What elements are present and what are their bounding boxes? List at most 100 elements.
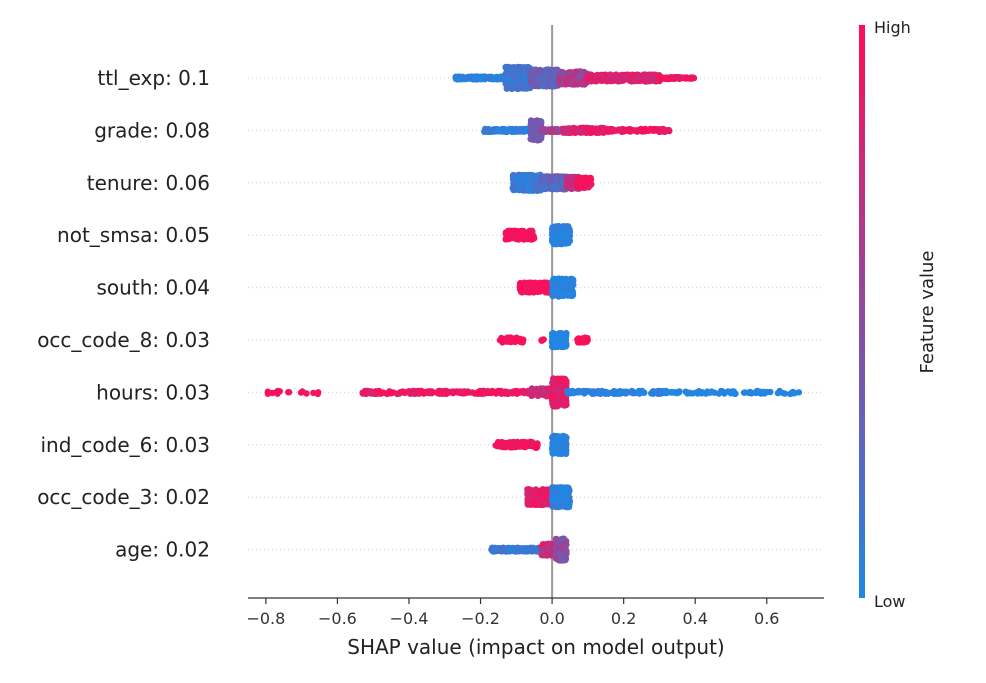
- shap-point: [558, 71, 564, 77]
- shap-point: [539, 337, 545, 343]
- shap-point: [617, 127, 623, 133]
- shap-point: [658, 75, 664, 81]
- shap-point: [540, 83, 546, 89]
- shap-point: [531, 81, 537, 87]
- shap-point: [541, 184, 547, 190]
- shap-point: [559, 290, 565, 296]
- shap-point: [486, 390, 492, 396]
- shap-point: [552, 230, 558, 236]
- shap-point: [627, 126, 633, 132]
- shap-point: [515, 231, 521, 237]
- shap-point: [303, 390, 309, 396]
- shap-point: [796, 389, 802, 395]
- shap-point: [390, 389, 396, 395]
- shap-point: [561, 285, 567, 291]
- shap-point: [453, 388, 459, 394]
- shap-point: [552, 276, 558, 282]
- shap-point: [426, 390, 432, 396]
- shap-point: [605, 390, 611, 396]
- shap-point: [265, 389, 271, 395]
- shap-point: [528, 70, 534, 76]
- shap-point: [380, 390, 386, 396]
- shap-point: [520, 337, 526, 343]
- shap-point: [542, 287, 548, 293]
- shap-point: [507, 336, 513, 342]
- shap-point: [698, 390, 704, 396]
- shap-point: [569, 77, 575, 83]
- shap-point: [648, 76, 654, 82]
- shap-point: [484, 128, 490, 134]
- row-guides: [248, 78, 824, 550]
- shap-point: [546, 80, 552, 86]
- shap-point: [515, 127, 521, 133]
- shap-point: [663, 127, 669, 133]
- shap-point: [412, 391, 418, 397]
- shap-point: [512, 85, 518, 91]
- shap-point: [552, 238, 558, 244]
- shap-point: [641, 77, 647, 83]
- shap-point: [611, 388, 617, 394]
- shap-point: [521, 172, 527, 178]
- shap-point: [520, 187, 526, 193]
- shap-point: [535, 68, 541, 74]
- shap-point: [563, 237, 569, 243]
- shap-point: [491, 76, 497, 82]
- shap-point: [761, 389, 767, 395]
- shap-point: [731, 388, 737, 394]
- shap-point: [406, 388, 412, 394]
- shap-point: [542, 69, 548, 75]
- shap-point: [668, 389, 674, 395]
- shap-point: [600, 75, 606, 81]
- shap-point: [578, 176, 584, 182]
- shap-point: [565, 391, 571, 397]
- shap-point: [529, 390, 535, 396]
- shap-point: [642, 126, 648, 132]
- shap-point: [634, 390, 640, 396]
- shap-point: [554, 186, 560, 192]
- shap-point: [593, 73, 599, 79]
- shap-point: [608, 128, 614, 134]
- shap-point: [748, 389, 754, 395]
- shap-point: [531, 133, 537, 139]
- shap-point: [613, 76, 619, 82]
- shap-point: [535, 75, 541, 81]
- shap-point: [541, 126, 547, 132]
- shap-point: [607, 72, 613, 78]
- shap-point: [508, 232, 514, 238]
- shap-point: [595, 126, 601, 132]
- shap-point: [656, 389, 662, 395]
- shap-point: [471, 75, 477, 81]
- shap-point: [509, 126, 515, 132]
- shap-point: [529, 229, 535, 235]
- shap-point: [580, 183, 586, 189]
- shap-point: [523, 280, 529, 286]
- shap-point: [475, 389, 481, 395]
- shap-point: [588, 390, 594, 396]
- shap-point: [584, 126, 590, 132]
- shap-point: [562, 378, 568, 384]
- shap-point: [511, 183, 517, 189]
- shap-point: [502, 336, 508, 342]
- shap-point: [687, 390, 693, 396]
- shap-point: [520, 85, 526, 91]
- shap-point: [782, 390, 788, 396]
- shap-point: [555, 126, 561, 132]
- shap-point: [624, 389, 630, 395]
- shap-point: [454, 74, 460, 80]
- shap-point: [532, 284, 538, 290]
- shap-point: [517, 77, 523, 83]
- shap-point: [742, 389, 748, 395]
- shap-point: [566, 129, 572, 135]
- shap-point: [517, 281, 523, 287]
- shap-point: [636, 75, 642, 81]
- shap-point: [465, 75, 471, 81]
- shap-point: [463, 390, 469, 396]
- shap-point: [576, 389, 582, 395]
- shap-point: [552, 333, 558, 339]
- shap-point: [478, 76, 484, 82]
- shap-point: [568, 278, 574, 284]
- shap-point: [555, 224, 561, 230]
- shap-point: [504, 86, 510, 92]
